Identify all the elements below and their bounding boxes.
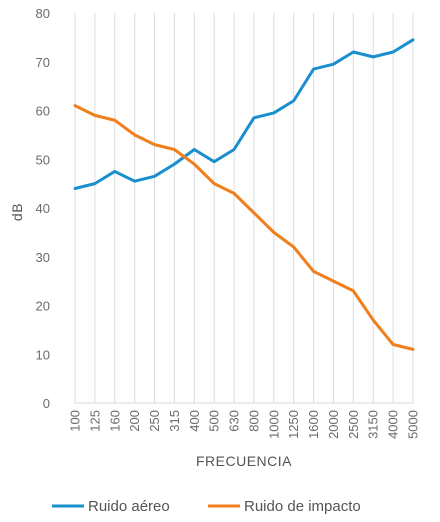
grid-lines <box>74 13 414 403</box>
y-tick-label-40: 40 <box>36 201 50 216</box>
x-tick-label-315: 315 <box>167 410 182 432</box>
legend-label-1: Ruido aéreo <box>88 498 170 515</box>
series-line-1 <box>73 38 415 190</box>
x-tick-label-5000: 5000 <box>406 410 421 439</box>
x-tick-label-160: 160 <box>107 410 122 432</box>
y-tick-label-10: 10 <box>36 347 50 362</box>
x-tick-label-100: 100 <box>68 410 83 432</box>
x-tick-label-2500: 2500 <box>346 410 361 439</box>
y-tick-label-70: 70 <box>36 55 50 70</box>
y-tick-label-80: 80 <box>36 6 50 21</box>
x-tick-label-630: 630 <box>227 410 242 432</box>
x-tick-label-400: 400 <box>187 410 202 432</box>
x-tick-label-200: 200 <box>127 410 142 432</box>
x-tick-label-3150: 3150 <box>366 410 381 439</box>
x-axis-ticks: 100 125 160 200 250 315 400 500 630 800 1000 1250 16… <box>68 410 421 439</box>
y-tick-label-30: 30 <box>36 250 50 265</box>
legend: Ruido aéreo Ruido de impacto <box>52 498 361 515</box>
series-layer <box>73 38 415 351</box>
x-tick-label-4000: 4000 <box>386 410 401 439</box>
y-tick-label-50: 50 <box>36 152 50 167</box>
x-tick-label-1600: 1600 <box>306 410 321 439</box>
y-tick-label-60: 60 <box>36 104 50 119</box>
y-axis-ticks: 0 10 20 30 40 50 60 70 80 <box>36 6 50 411</box>
x-axis-label: FRECUENCIA <box>196 453 292 469</box>
x-tick-label-1000: 1000 <box>266 410 281 439</box>
x-tick-label-800: 800 <box>246 410 261 432</box>
series-line-2 <box>73 104 415 351</box>
x-tick-label-1250: 1250 <box>286 410 301 439</box>
y-axis-label: dB <box>9 203 25 221</box>
legend-label-2: Ruido de impacto <box>244 498 361 515</box>
y-tick-label-20: 20 <box>36 299 50 314</box>
y-tick-label-0: 0 <box>43 396 50 411</box>
x-tick-label-250: 250 <box>147 410 162 432</box>
x-tick-label-500: 500 <box>207 410 222 432</box>
x-tick-label-2000: 2000 <box>326 410 341 439</box>
x-tick-label-125: 125 <box>87 410 102 432</box>
